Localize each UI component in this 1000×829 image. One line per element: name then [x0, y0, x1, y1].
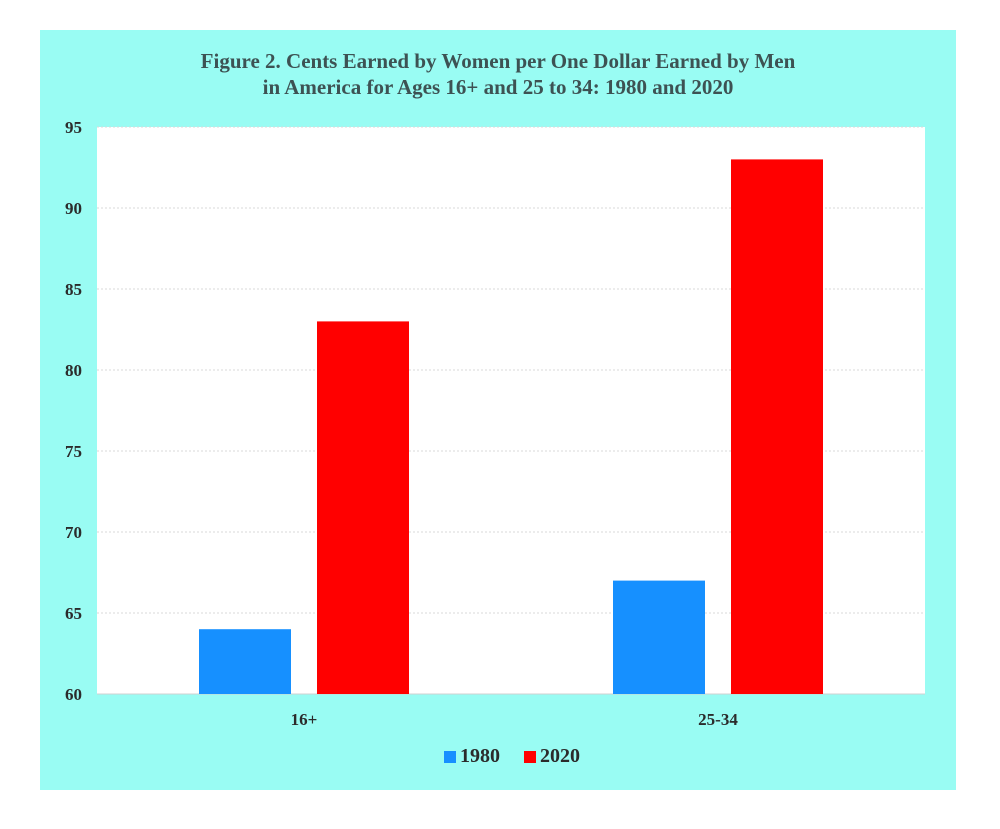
- y-tick-label: 75: [65, 442, 82, 461]
- y-tick-label: 95: [65, 118, 82, 137]
- y-tick-label: 90: [65, 199, 82, 218]
- legend-label-1980: 1980: [460, 745, 500, 767]
- y-tick-label: 85: [65, 280, 82, 299]
- bar-2020-25-34: [731, 159, 823, 694]
- bar-1980-16+: [199, 629, 291, 694]
- legend-label-2020: 2020: [540, 745, 580, 767]
- legend-swatch-2020: [524, 751, 536, 763]
- y-tick-label: 80: [65, 361, 82, 380]
- y-tick-label: 65: [65, 604, 82, 623]
- chart-title: Figure 2. Cents Earned by Women per One …: [40, 48, 956, 100]
- chart-title-line-2: in America for Ages 16+ and 25 to 34: 19…: [262, 75, 734, 99]
- y-tick-label: 60: [65, 685, 82, 704]
- x-tick-label: 16+: [291, 710, 318, 729]
- x-tick-label: 25-34: [698, 710, 738, 729]
- legend-swatch-1980: [444, 751, 456, 763]
- y-tick-label: 70: [65, 523, 82, 542]
- chart-title-line-1: Figure 2. Cents Earned by Women per One …: [200, 49, 796, 73]
- bar-1980-25-34: [613, 580, 705, 694]
- bar-2020-16+: [317, 321, 409, 694]
